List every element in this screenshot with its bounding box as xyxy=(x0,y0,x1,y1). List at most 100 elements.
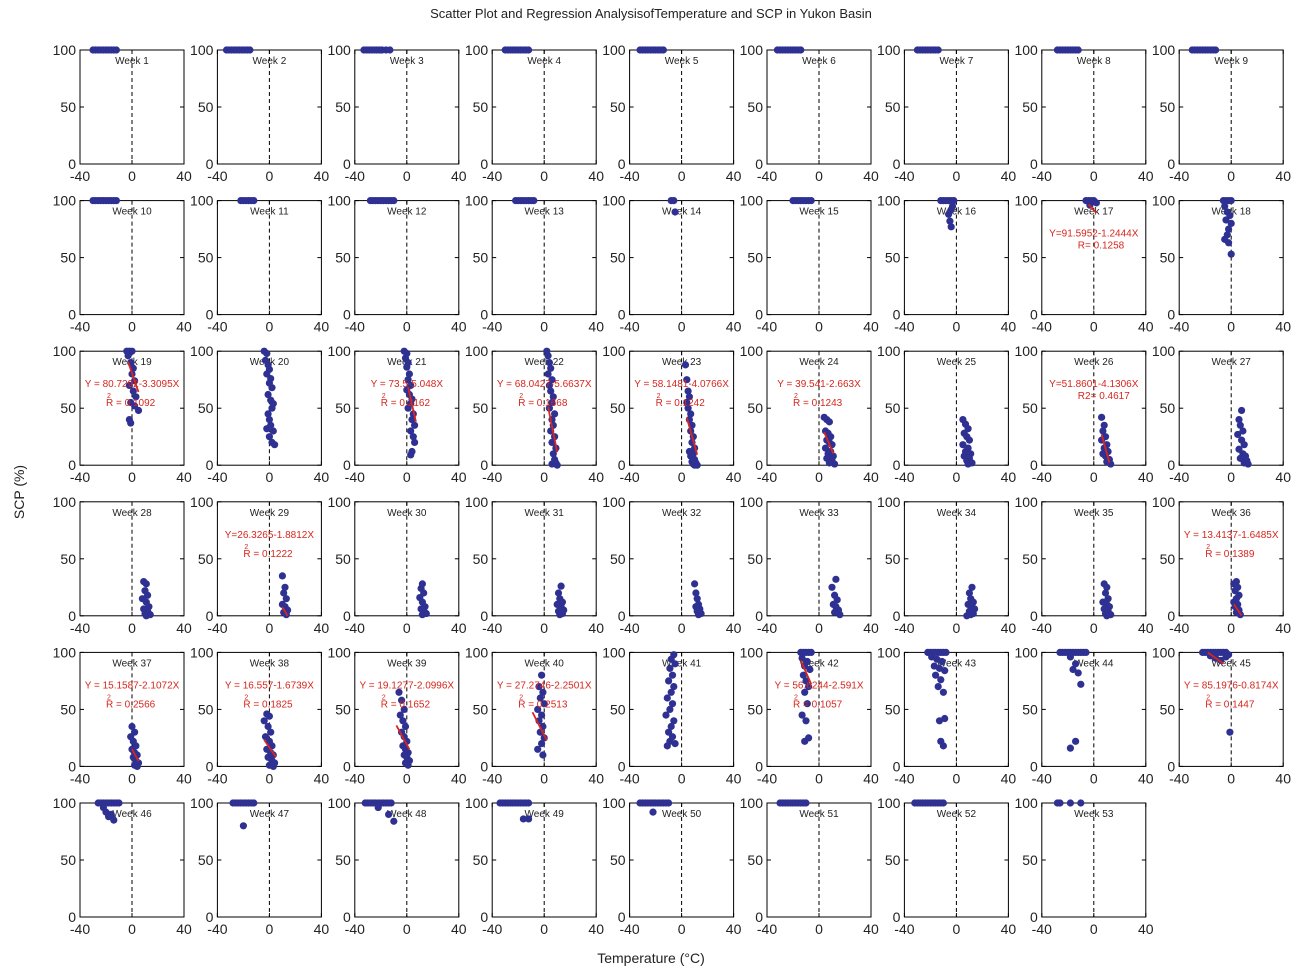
y-tick-label: 100 xyxy=(877,193,901,209)
data-point xyxy=(968,583,976,591)
x-tick-label: 0 xyxy=(128,469,136,485)
x-tick-label: 0 xyxy=(678,770,686,786)
y-tick-label: 0 xyxy=(206,457,214,473)
y-tick-label: 50 xyxy=(747,99,763,115)
x-tick-label: -40 xyxy=(1169,469,1189,485)
x-tick-label: 0 xyxy=(128,770,136,786)
y-tick-label: 100 xyxy=(465,644,489,660)
y-tick-label: 0 xyxy=(755,457,763,473)
y-tick-label: 0 xyxy=(206,758,214,774)
data-point xyxy=(239,822,247,830)
data-point xyxy=(525,799,533,807)
week-label: Week 24 xyxy=(799,357,839,368)
data-point xyxy=(1100,421,1108,429)
y-tick-label: 50 xyxy=(1160,551,1176,567)
x-tick-label: -40 xyxy=(619,770,639,786)
x-tick-label: 40 xyxy=(314,770,330,786)
y-tick-label: 0 xyxy=(480,156,488,172)
x-tick-label: 40 xyxy=(726,770,742,786)
data-point xyxy=(1222,216,1230,224)
x-tick-label: 0 xyxy=(540,469,548,485)
x-tick-label: 0 xyxy=(953,469,961,485)
x-tick-label: 40 xyxy=(1001,620,1017,636)
data-point xyxy=(264,722,272,731)
y-tick-label: 50 xyxy=(60,551,76,567)
x-tick-label: 0 xyxy=(815,620,823,636)
data-point xyxy=(281,583,289,591)
x-tick-label: 0 xyxy=(815,921,823,937)
y-tick-label: 0 xyxy=(343,457,351,473)
y-tick-label: 0 xyxy=(343,307,351,323)
y-tick-label: 50 xyxy=(60,400,76,416)
x-tick-label: 40 xyxy=(1138,620,1154,636)
data-point xyxy=(649,808,657,816)
y-tick-label: 50 xyxy=(198,852,214,868)
data-point xyxy=(115,799,123,807)
x-tick-label: 0 xyxy=(1090,319,1098,335)
y-tick-label: 50 xyxy=(610,400,626,416)
x-tick-label: 0 xyxy=(1227,168,1235,184)
r-squared-label: R xyxy=(106,699,113,710)
x-tick-label: 0 xyxy=(266,168,274,184)
data-point xyxy=(545,404,554,412)
y-tick-label: 50 xyxy=(473,400,489,416)
data-point xyxy=(671,740,679,748)
data-point xyxy=(127,419,135,427)
data-point xyxy=(938,657,946,666)
y-tick-label: 50 xyxy=(473,701,489,717)
data-point xyxy=(802,717,810,725)
data-point xyxy=(1069,665,1077,674)
y-tick-label: 100 xyxy=(1014,42,1038,58)
r-squared-value: = 0.1057 xyxy=(803,699,843,710)
data-point xyxy=(265,433,273,441)
x-tick-label: 0 xyxy=(815,319,823,335)
y-tick-label: 0 xyxy=(68,156,76,172)
y-tick-label: 0 xyxy=(618,608,626,624)
x-tick-label: 0 xyxy=(1090,770,1098,786)
x-tick-label: 0 xyxy=(128,168,136,184)
r-squared-label: R xyxy=(793,398,800,409)
data-point xyxy=(535,683,543,691)
y-tick-label: 100 xyxy=(327,795,351,811)
x-tick-label: 40 xyxy=(176,770,192,786)
data-point xyxy=(1221,202,1229,210)
r-squared-exponent: 2 xyxy=(382,694,386,701)
data-point xyxy=(1066,744,1074,752)
y-tick-label: 0 xyxy=(1167,608,1175,624)
y-tick-label: 100 xyxy=(190,644,214,660)
y-tick-label: 50 xyxy=(60,852,76,868)
data-point xyxy=(937,676,945,684)
data-point xyxy=(538,711,546,719)
x-tick-label: 40 xyxy=(863,770,879,786)
data-point xyxy=(663,742,671,750)
data-point xyxy=(963,612,971,620)
x-tick-label: -40 xyxy=(619,319,639,335)
data-point xyxy=(268,384,276,392)
x-tick-label: 40 xyxy=(1138,168,1154,184)
data-point xyxy=(662,711,670,719)
x-tick-label: -40 xyxy=(894,168,914,184)
y-tick-label: 0 xyxy=(1030,457,1038,473)
data-point xyxy=(832,575,840,583)
x-tick-label: -40 xyxy=(1032,319,1052,335)
data-point xyxy=(544,370,552,378)
x-tick-label: 0 xyxy=(266,620,274,636)
regression-equation: Y = 73.5-5.048X xyxy=(371,379,444,390)
y-tick-label: 0 xyxy=(893,909,901,925)
y-tick-label: 0 xyxy=(206,307,214,323)
y-tick-label: 0 xyxy=(1030,608,1038,624)
y-tick-label: 0 xyxy=(755,758,763,774)
x-tick-label: 40 xyxy=(1275,168,1291,184)
week-label: Week 44 xyxy=(1074,658,1114,669)
y-tick-label: 100 xyxy=(877,42,901,58)
data-point xyxy=(142,580,150,588)
